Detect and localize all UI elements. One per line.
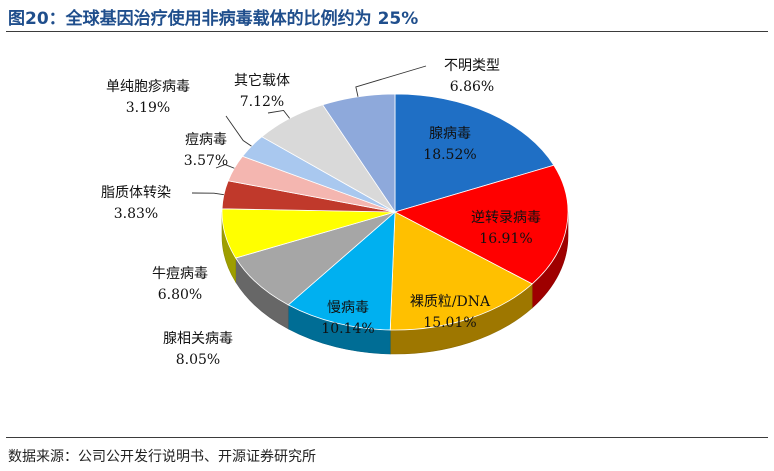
slice-label-7: 脂质体转染 3.83%: [101, 185, 171, 222]
slice-label-3: 裸质粒/DNA 15.01%: [410, 294, 491, 331]
leader-line-11: [355, 65, 427, 97]
pie-slice-2: [393, 164, 569, 285]
leader-line-7: [191, 192, 224, 196]
slice-label-4: 慢病毒 10.14%: [321, 299, 374, 337]
slice-label-6: 牛痘病毒 6.80%: [152, 266, 208, 303]
leader-line-10: [267, 109, 291, 119]
pie-slice-4: [287, 211, 396, 331]
slice-label-1: 腺病毒 18.52%: [423, 126, 476, 163]
pie-slice-3: [389, 211, 533, 331]
slice-label-5: 腺相关病毒 8.05%: [163, 331, 233, 368]
source-divider: [6, 437, 768, 438]
source-note: 数据来源：公司公开发行说明书、开源证券研究所: [8, 449, 316, 465]
pie-slice-1: [394, 93, 555, 213]
leader-lines: [191, 65, 427, 196]
leader-line-9: [225, 115, 252, 147]
pie-slices: [221, 93, 569, 331]
pie-slice-11: [322, 93, 396, 214]
slice-label-9: 单纯胞疹病毒 3.19%: [106, 79, 190, 116]
title-divider: [6, 31, 768, 32]
chart-title: 图20：全球基因治疗使用非病毒载体的比例约为 25%: [8, 9, 419, 29]
slice-label-11: 不明类型 6.86%: [444, 58, 500, 95]
slice-labels: 腺病毒 18.52% 逆转录病毒 16.91% 裸质粒/DNA 15.01% 慢病毒 10.1…: [101, 58, 541, 368]
slice-label-10: 其它载体 7.12%: [234, 72, 290, 110]
slice-label-8: 痘病毒 3.57%: [184, 132, 228, 169]
leader-line-8: [215, 164, 235, 169]
slice-label-2: 逆转录病毒 16.91%: [471, 210, 541, 247]
